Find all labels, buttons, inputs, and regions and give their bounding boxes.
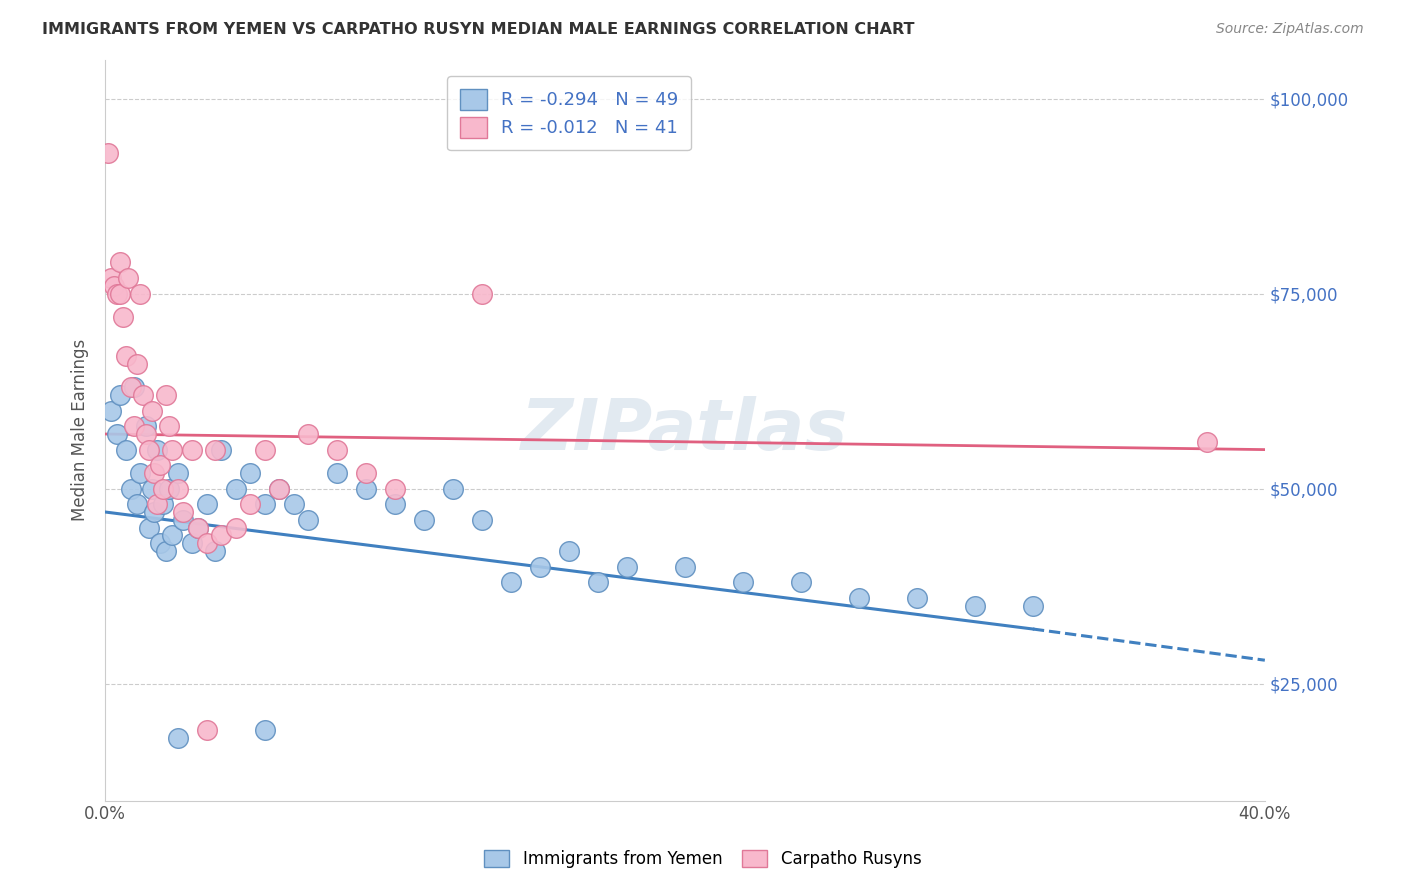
Point [132,388,155,402]
Point [97,146,120,161]
Point [157,482,180,496]
Point [114,442,136,457]
Point [127,357,149,371]
Point [586,575,609,590]
Point [135,427,157,442]
Point [141,403,163,417]
Point [297,427,319,442]
Point [616,559,638,574]
Text: ZIPatlas: ZIPatlas [522,396,849,465]
Point [173,505,195,519]
Point [120,380,142,394]
Point [149,536,172,550]
Point [499,575,522,590]
Point [166,466,188,480]
Point [135,419,157,434]
Point [239,466,262,480]
Point [253,723,276,738]
Point [103,278,125,293]
Point [111,310,134,324]
Point [108,286,131,301]
Point [173,513,195,527]
Point [157,419,180,434]
Point [127,497,149,511]
Point [187,520,209,534]
Point [326,466,349,480]
Text: IMMIGRANTS FROM YEMEN VS CARPATHO RUSYN MEDIAN MALE EARNINGS CORRELATION CHART: IMMIGRANTS FROM YEMEN VS CARPATHO RUSYN … [42,22,915,37]
Point [471,286,494,301]
Point [100,403,122,417]
Point [209,442,232,457]
Point [146,497,169,511]
Point [441,482,464,496]
Point [160,442,183,457]
Point [160,528,183,542]
Y-axis label: Median Male Earnings: Median Male Earnings [72,339,89,521]
Point [963,599,986,613]
Point [100,271,122,285]
Point [326,442,349,457]
Point [529,559,551,574]
Point [143,466,166,480]
Point [1195,434,1218,449]
Point [253,497,276,511]
Point [471,513,494,527]
Point [905,591,928,605]
Point [105,427,128,442]
Point [138,520,160,534]
Point [108,255,131,269]
Point [225,520,247,534]
Point [209,528,232,542]
Point [187,520,209,534]
Point [166,731,188,746]
Point [146,442,169,457]
Legend: Immigrants from Yemen, Carpatho Rusyns: Immigrants from Yemen, Carpatho Rusyns [478,843,928,875]
Point [253,442,276,457]
Point [204,442,226,457]
Point [673,559,696,574]
Point [354,466,377,480]
Point [138,442,160,457]
Point [152,482,174,496]
Point [204,544,226,558]
Point [181,536,204,550]
Point [195,536,218,550]
Point [122,380,145,394]
Point [283,497,305,511]
Point [354,482,377,496]
Point [122,419,145,434]
Point [129,466,152,480]
Point [225,482,247,496]
Point [790,575,813,590]
Point [413,513,436,527]
Point [181,442,204,457]
Point [155,544,177,558]
Point [558,544,581,558]
Point [105,286,128,301]
Point [143,505,166,519]
Point [114,349,136,363]
Point [384,482,406,496]
Point [269,482,291,496]
Point [297,513,319,527]
Point [117,271,139,285]
Point [152,497,174,511]
Point [195,497,218,511]
Point [384,497,406,511]
Legend: R = -0.294   N = 49, R = -0.012   N = 41: R = -0.294 N = 49, R = -0.012 N = 41 [447,76,692,150]
Point [239,497,262,511]
Point [269,482,291,496]
Point [195,723,218,738]
Point [155,388,177,402]
Point [129,286,152,301]
Point [141,482,163,496]
Point [1022,599,1045,613]
Point [120,482,142,496]
Point [149,458,172,473]
Point [731,575,754,590]
Point [166,482,188,496]
Text: Source: ZipAtlas.com: Source: ZipAtlas.com [1216,22,1364,37]
Point [108,388,131,402]
Point [848,591,870,605]
